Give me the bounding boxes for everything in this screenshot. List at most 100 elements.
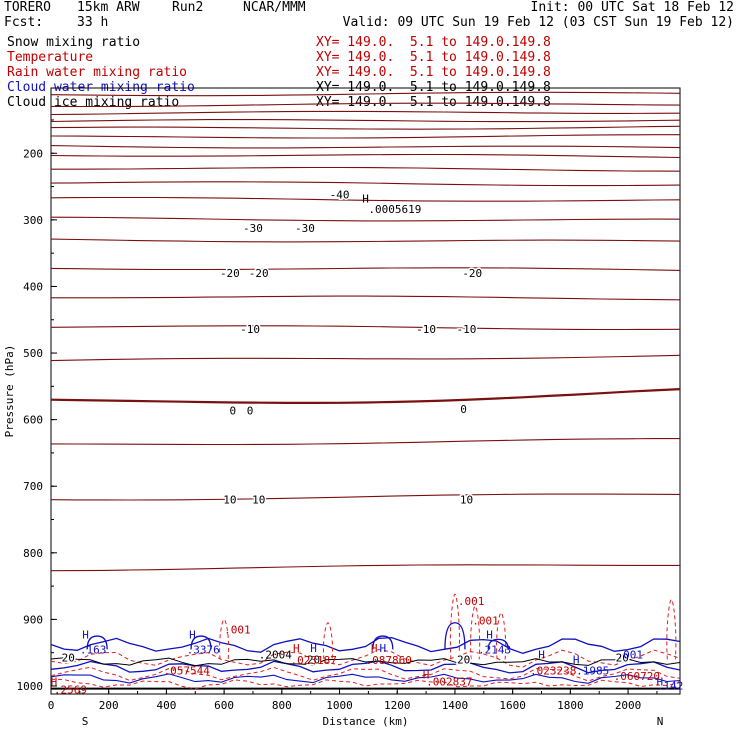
init-time: Init: 00 UTC Sat 18 Feb 12 [530, 0, 735, 15]
legend-temperature-name: Temperature [7, 50, 94, 65]
model-name: TORERO [4, 0, 51, 15]
isotherm-line [50, 119, 681, 123]
x-tick-label: 1000 [326, 699, 353, 712]
y-tick-label: 400 [23, 280, 43, 293]
isotherm-label: 20 [457, 653, 470, 666]
model-org: NCAR/MMM [243, 0, 306, 15]
isotherm-label: -20 [462, 267, 482, 280]
rain-plume-contour [322, 622, 333, 660]
y-tick-label: 600 [23, 414, 43, 427]
contour-value-label: .001 [472, 615, 499, 628]
contour-value-label: .023187 [290, 654, 336, 667]
model-run: Run2 [172, 0, 204, 15]
contour-value-label: .163 [80, 643, 107, 656]
isotherm-line [50, 125, 681, 130]
isotherm-line [50, 438, 680, 446]
isotherm-line [50, 134, 680, 139]
isotherm-label: -10 [416, 323, 436, 336]
isotherm-line [50, 196, 681, 202]
x-tick-label: 0 [48, 699, 55, 712]
legend-cloud-ice-range: XY= 149.0. 5.1 to 149.0.149.8 [316, 95, 551, 110]
max-marker: H [82, 629, 89, 642]
legend-rain-name: Rain water mixing ratio [7, 65, 188, 80]
max-marker: H [486, 629, 493, 642]
isotherm-label: 20 [307, 653, 320, 666]
contour-value-label: .2569 [54, 683, 87, 696]
isotherm-line [50, 110, 681, 116]
x-axis-north-label: N [657, 715, 664, 728]
max-marker: H [656, 675, 663, 688]
x-tick-label: 2000 [615, 699, 642, 712]
y-axis-label: Pressure (hPa) [3, 345, 16, 438]
max-marker: H [423, 669, 430, 682]
isotherm-line [50, 145, 681, 149]
rain-contour [50, 666, 681, 682]
legend-snow-name: Snow mixing ratio [7, 35, 141, 50]
isotherm-line [50, 216, 681, 222]
contour-value-label: .2004 [259, 649, 292, 662]
x-tick-label: 400 [156, 699, 176, 712]
isotherm-label: 0 [460, 403, 467, 416]
isotherm-line [51, 295, 681, 301]
rain-contour [50, 678, 681, 690]
contour-value-label: .142 [657, 679, 684, 692]
x-axis-label: Distance (km) [322, 715, 408, 728]
x-tick-label: 1400 [442, 699, 469, 712]
valid-time: Valid: 09 UTC Sun 19 Feb 12 (03 CST Sun … [342, 15, 734, 30]
contour-value-label: .0005619 [368, 203, 421, 216]
y-tick-label: 200 [23, 147, 43, 160]
cloud-water-cell [190, 635, 212, 650]
isotherm-label: 20 [616, 651, 629, 664]
max-marker: H [189, 629, 196, 642]
cloud-water-contour [50, 673, 681, 684]
max-marker: H [310, 642, 317, 655]
isotherm-line [50, 181, 681, 187]
max-marker: H [362, 193, 369, 206]
x-tick-label: 1800 [557, 699, 584, 712]
isotherm-line [50, 354, 681, 362]
isotherm-label: -30 [295, 222, 315, 235]
isotherm-label: 10 [460, 494, 473, 507]
isotherm-line [50, 564, 680, 572]
max-marker: H [573, 653, 580, 666]
isotherm-line [50, 102, 681, 108]
isotherm-line [51, 166, 681, 172]
cloud-water-contour [50, 636, 681, 654]
contour-value-label: .001 [224, 623, 251, 636]
isotherm-label: 20 [62, 651, 75, 664]
isotherm-label: -40 [330, 189, 350, 202]
isotherm-line [50, 153, 681, 159]
x-tick-label: 200 [99, 699, 119, 712]
rain-plume-contour [219, 618, 230, 660]
y-tick-label: 700 [23, 480, 43, 493]
cloud-water-cell [372, 635, 394, 650]
max-marker: H [371, 642, 378, 655]
legend-rain-range: XY= 149.0. 5.1 to 149.0.149.8 [316, 65, 551, 80]
isotherm-label: -20 [249, 267, 269, 280]
x-tick-label: 600 [214, 699, 234, 712]
isotherm-line [50, 325, 681, 331]
contour-value-label: .3376 [187, 643, 220, 656]
contour-value-label: .002837 [426, 675, 472, 688]
rain-plume-contour [470, 605, 481, 660]
contour-value-label: .057544 [164, 665, 211, 678]
isotherm-line [50, 91, 681, 97]
isotherm-line [50, 238, 681, 243]
isotherm-label: -30 [243, 222, 263, 235]
isotherm-label: -20 [220, 267, 240, 280]
cloud-water-cell [86, 635, 108, 650]
isotherm-label: 10 [223, 494, 236, 507]
cloud-ice-contour [50, 657, 681, 667]
contour-value-label: .060720 [614, 670, 660, 683]
isotherm-label: 10 [252, 494, 265, 507]
contour-value-label: .1985 [576, 665, 609, 678]
cloud-water-cell [487, 638, 509, 650]
isotherm-line [50, 493, 681, 501]
x-tick-label: 800 [272, 699, 292, 712]
y-tick-label: 800 [23, 547, 43, 560]
plot-frame [50, 87, 681, 695]
isotherm-line [50, 267, 681, 271]
legend-temperature-range: XY= 149.0. 5.1 to 149.0.149.8 [316, 50, 551, 65]
y-tick-label: 500 [23, 347, 43, 360]
